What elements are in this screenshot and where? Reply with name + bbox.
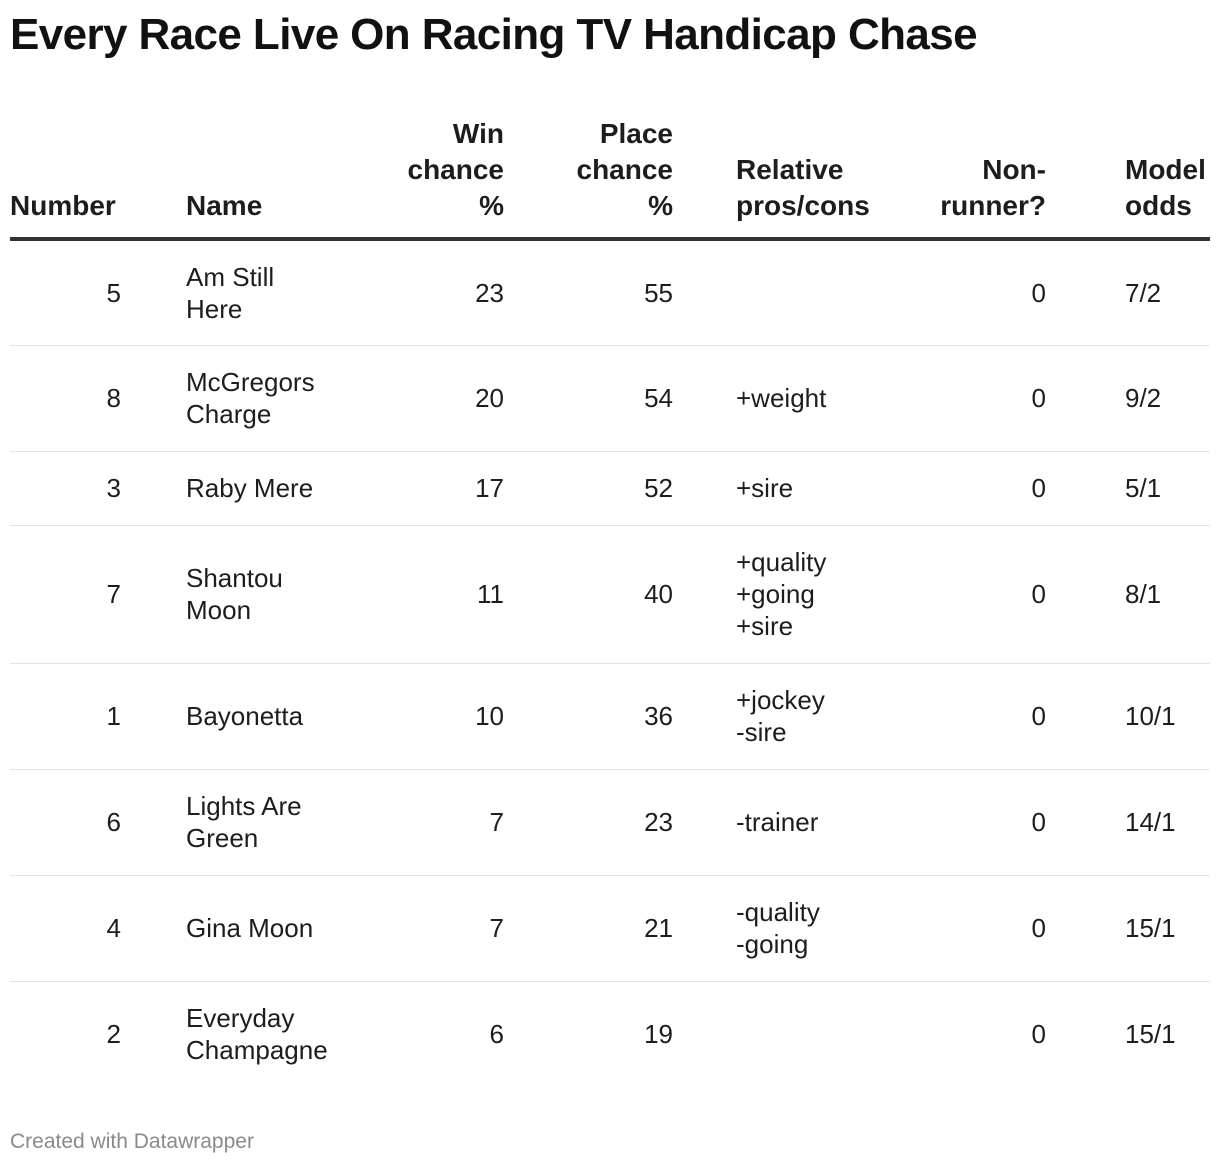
header-model-odds: Model odds [1060, 110, 1210, 241]
cell-number: 4 [106, 913, 121, 943]
cell-name: Everyday Champagne [186, 1003, 328, 1066]
cell-pros-cons: -trainer [736, 807, 819, 837]
cell-model-odds: 15/1 [1125, 913, 1176, 943]
cell-win-chance: 7 [489, 913, 504, 943]
table-row: 2 Everyday Champagne 6 19 0 15/1 [10, 981, 1210, 1087]
cell-non-runner: 0 [1031, 579, 1046, 609]
cell-pros-cons: +sire [736, 473, 794, 503]
cell-number: 3 [106, 473, 121, 503]
cell-non-runner: 0 [1031, 277, 1046, 308]
cell-win-chance: 20 [475, 383, 504, 413]
cell-number: 1 [106, 701, 121, 731]
table-row: 8 McGregors Charge 20 54 +weight 0 9/2 [10, 345, 1210, 451]
header-pros-cons: Relative pros/cons [673, 110, 870, 241]
cell-model-odds: 9/2 [1125, 383, 1162, 413]
cell-model-odds: 10/1 [1125, 701, 1176, 731]
cell-non-runner: 0 [1031, 1019, 1046, 1050]
cell-model-odds: 8/1 [1125, 579, 1162, 609]
cell-non-runner: 0 [1031, 383, 1046, 413]
cell-name: Lights Are Green [186, 791, 302, 853]
footer-credit: Created with Datawrapper [10, 1130, 254, 1153]
cell-pros-cons: +quality +going +sire [736, 547, 827, 641]
header-place-chance: Place chance % [504, 110, 673, 241]
cell-place-chance: 52 [644, 473, 673, 503]
cell-number: 5 [106, 277, 121, 308]
cell-non-runner: 0 [1031, 473, 1046, 503]
cell-model-odds: 5/1 [1125, 473, 1162, 503]
cell-place-chance: 40 [644, 579, 673, 609]
cell-place-chance: 21 [644, 913, 673, 943]
cell-pros-cons: +weight [736, 383, 827, 413]
table-body: 5 Am Still Here 23 55 0 7/2 8 McGregors … [10, 239, 1210, 1087]
cell-win-chance: 17 [475, 473, 504, 503]
table-row: 1 Bayonetta 10 36 +jockey -sire 0 10/1 [10, 663, 1210, 769]
cell-model-odds: 15/1 [1125, 1019, 1176, 1050]
cell-pros-cons: +jockey -sire [736, 685, 825, 747]
cell-win-chance: 23 [475, 277, 504, 308]
table-row: 4 Gina Moon 7 21 -quality -going 0 15/1 [10, 875, 1210, 981]
header-win-chance: Win chance % [364, 110, 504, 241]
cell-name: Shantou Moon [186, 563, 283, 625]
cell-number: 6 [106, 807, 121, 837]
cell-non-runner: 0 [1031, 913, 1046, 943]
cell-name: McGregors Charge [186, 367, 315, 429]
cell-place-chance: 55 [644, 277, 673, 308]
cell-model-odds: 7/2 [1125, 277, 1162, 308]
cell-win-chance: 7 [489, 807, 504, 837]
header-number: Number [10, 110, 186, 241]
cell-number: 8 [106, 383, 121, 413]
cell-name: Bayonetta [186, 701, 304, 731]
race-table: Number Name Win chance % Place chance % … [10, 110, 1210, 1087]
cell-pros-cons [673, 239, 848, 345]
cell-non-runner: 0 [1031, 701, 1046, 731]
cell-place-chance: 23 [644, 807, 673, 837]
cell-name: Raby Mere [186, 473, 314, 503]
cell-win-chance: 10 [475, 701, 504, 731]
cell-pros-cons: -quality -going [736, 897, 820, 959]
cell-number: 7 [106, 579, 121, 609]
cell-win-chance: 11 [477, 579, 504, 609]
cell-model-odds: 14/1 [1125, 807, 1176, 837]
cell-place-chance: 19 [644, 1019, 673, 1050]
cell-place-chance: 54 [644, 383, 673, 413]
table-row: 5 Am Still Here 23 55 0 7/2 [10, 239, 1210, 345]
cell-place-chance: 36 [644, 701, 673, 731]
chart-title: Every Race Live On Racing TV Handicap Ch… [10, 10, 978, 59]
table-row: 7 Shantou Moon 11 40 +quality +going +si… [10, 525, 1210, 663]
cell-non-runner: 0 [1031, 807, 1046, 837]
header-name: Name [186, 110, 364, 241]
cell-name: Am Still Here [186, 261, 275, 324]
table-row: 3 Raby Mere 17 52 +sire 0 5/1 [10, 451, 1210, 525]
header-non-runner: Non- runner? [848, 110, 1060, 241]
table-row: 6 Lights Are Green 7 23 -trainer 0 14/1 [10, 769, 1210, 875]
cell-number: 2 [106, 1019, 121, 1050]
cell-name: Gina Moon [186, 913, 314, 943]
cell-win-chance: 6 [489, 1019, 504, 1050]
cell-pros-cons [673, 981, 848, 1087]
header-row: Number Name Win chance % Place chance % … [10, 110, 1210, 241]
